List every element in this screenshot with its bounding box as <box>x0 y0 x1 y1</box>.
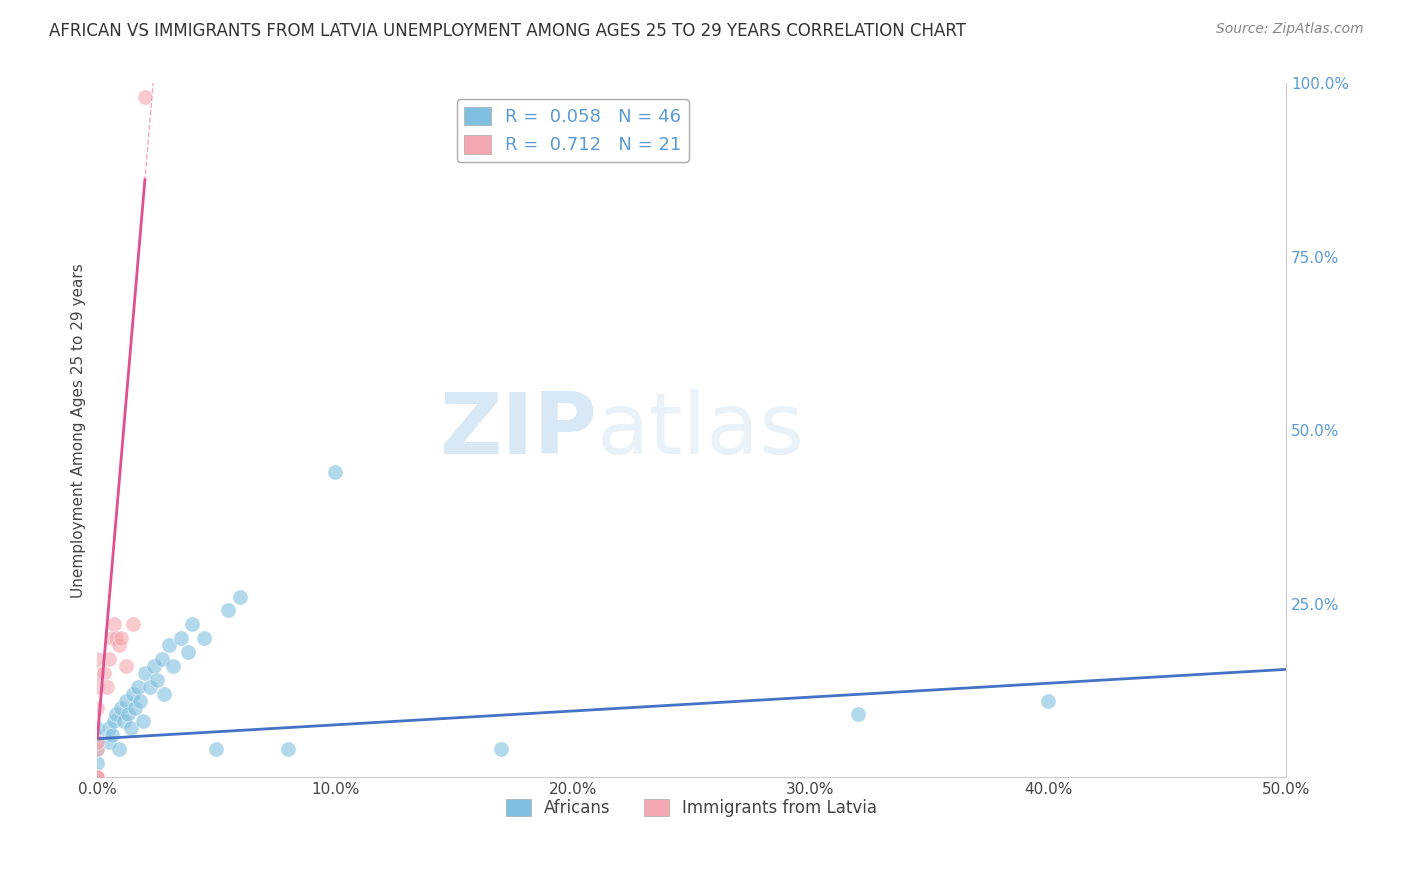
Point <box>134 90 156 104</box>
Point <box>105 631 128 645</box>
Point <box>86 728 108 742</box>
Point <box>86 770 108 784</box>
Point <box>157 638 180 652</box>
Point <box>134 665 156 680</box>
Point <box>86 735 108 749</box>
Point <box>86 770 108 784</box>
Text: Source: ZipAtlas.com: Source: ZipAtlas.com <box>1216 22 1364 37</box>
Point <box>217 603 239 617</box>
Point <box>86 680 108 694</box>
Point <box>107 638 129 652</box>
Point <box>115 659 138 673</box>
Text: ZIP: ZIP <box>439 389 596 472</box>
Point <box>96 680 118 694</box>
Point <box>846 707 869 722</box>
Point <box>86 722 108 736</box>
Point <box>131 714 153 729</box>
Point <box>491 742 513 756</box>
Point <box>86 770 108 784</box>
Point <box>86 652 108 666</box>
Point <box>150 652 173 666</box>
Point <box>100 631 122 645</box>
Point <box>143 659 166 673</box>
Point <box>120 722 142 736</box>
Point <box>93 665 115 680</box>
Point <box>122 617 145 632</box>
Point <box>107 742 129 756</box>
Point <box>229 590 252 604</box>
Point <box>105 707 128 722</box>
Point <box>86 756 108 770</box>
Point <box>129 693 152 707</box>
Point <box>277 742 299 756</box>
Point <box>153 687 176 701</box>
Point <box>117 707 139 722</box>
Point <box>86 742 108 756</box>
Point <box>124 700 146 714</box>
Point <box>86 770 108 784</box>
Point <box>103 617 125 632</box>
Point <box>127 680 149 694</box>
Point <box>86 770 108 784</box>
Point <box>86 735 108 749</box>
Point <box>86 700 108 714</box>
Point <box>86 665 108 680</box>
Point <box>86 770 108 784</box>
Point <box>86 742 108 756</box>
Point <box>110 700 132 714</box>
Point <box>110 631 132 645</box>
Point <box>162 659 184 673</box>
Point <box>115 693 138 707</box>
Point <box>86 770 108 784</box>
Point <box>112 714 135 729</box>
Point <box>1038 693 1060 707</box>
Text: AFRICAN VS IMMIGRANTS FROM LATVIA UNEMPLOYMENT AMONG AGES 25 TO 29 YEARS CORRELA: AFRICAN VS IMMIGRANTS FROM LATVIA UNEMPL… <box>49 22 966 40</box>
Point <box>98 722 121 736</box>
Point <box>181 617 204 632</box>
Point <box>138 680 160 694</box>
Point <box>205 742 228 756</box>
Point <box>146 673 169 687</box>
Point <box>98 735 121 749</box>
Point <box>176 645 198 659</box>
Point <box>122 687 145 701</box>
Point <box>98 652 121 666</box>
Point <box>169 631 191 645</box>
Point <box>193 631 215 645</box>
Y-axis label: Unemployment Among Ages 25 to 29 years: Unemployment Among Ages 25 to 29 years <box>72 263 86 598</box>
Point <box>86 770 108 784</box>
Point <box>323 465 346 479</box>
Point <box>100 728 122 742</box>
Text: atlas: atlas <box>596 389 804 472</box>
Point <box>103 714 125 729</box>
Legend: Africans, Immigrants from Latvia: Africans, Immigrants from Latvia <box>499 792 884 824</box>
Point <box>86 770 108 784</box>
